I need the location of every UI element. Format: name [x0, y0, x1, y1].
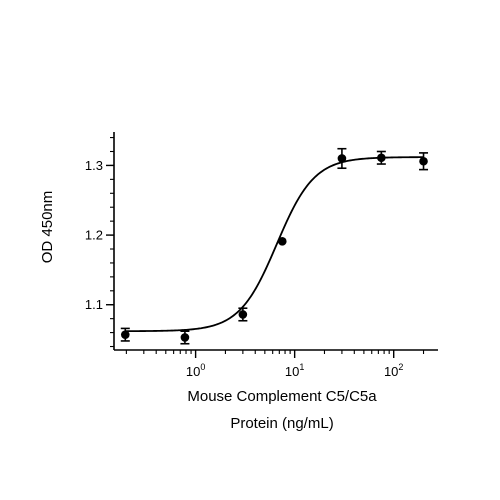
y-tick-label: 1.3: [85, 158, 103, 173]
data-point: [337, 154, 347, 163]
fit-curve: [125, 156, 424, 333]
data-points-layer: [120, 147, 429, 345]
axis-titles: Mouse Complement C5/C5a Protein (ng/mL) OD…: [39, 191, 377, 432]
x-axis-title: Mouse Complement C5/C5a: [187, 388, 377, 405]
ticks: 1.1 1.2 1.3 100 101 102: [85, 137, 425, 379]
data-point-group: [376, 150, 386, 165]
data-point-group: [277, 237, 287, 246]
data-point-group: [337, 147, 347, 170]
y-tick-label: 1.1: [85, 297, 103, 312]
x-tick-label: 102: [384, 362, 403, 379]
data-point: [419, 156, 428, 166]
x-axis-title: Protein (ng/mL): [230, 415, 333, 432]
y-tick-label: 1.2: [85, 228, 103, 243]
y-axis-title: OD 450nm: [39, 191, 56, 264]
x-tick-label: 101: [285, 362, 304, 379]
data-point: [120, 330, 130, 339]
data-point-group: [419, 152, 429, 171]
data-point: [377, 153, 386, 163]
data-point: [180, 333, 190, 342]
data-point-group: [180, 330, 190, 345]
data-point-group: [238, 307, 248, 322]
data-point-group: [120, 327, 130, 342]
data-point: [238, 310, 248, 319]
axes: [113, 132, 438, 351]
fit-curve-layer: [125, 156, 424, 333]
x-tick-label: 100: [186, 362, 205, 379]
data-point: [277, 237, 287, 246]
